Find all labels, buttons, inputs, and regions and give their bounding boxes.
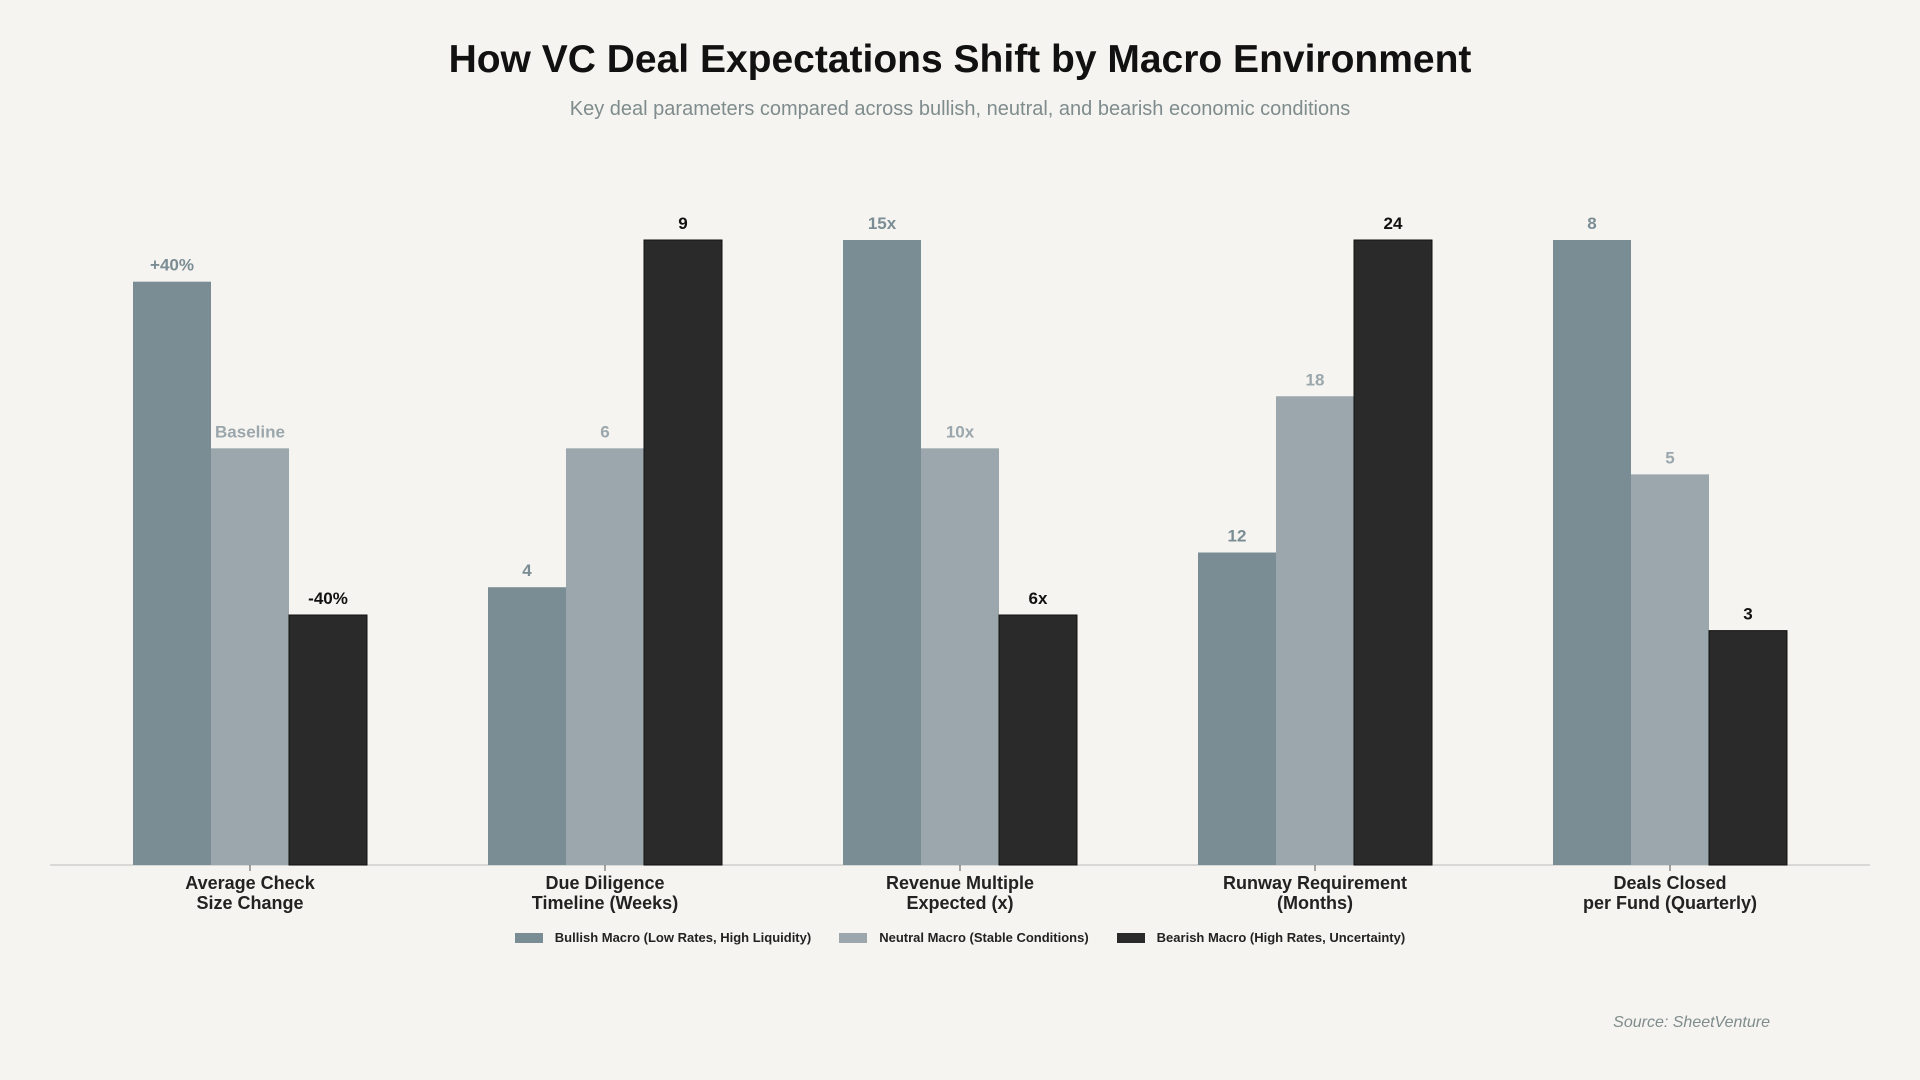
bar-1-2 [643, 239, 723, 866]
bar-3-2 [1353, 239, 1433, 866]
legend-label-bullish: Bullish Macro (Low Rates, High Liquidity… [554, 930, 812, 945]
bar-0-2 [288, 614, 368, 866]
data-label-2-2: 6x [1029, 589, 1048, 608]
legend-swatch-bearish [1116, 932, 1145, 943]
bar-0-1 [211, 448, 289, 865]
data-label-0-1: Baseline [215, 422, 285, 441]
x-tick-label-2-1: Expected (x) [906, 893, 1013, 913]
x-tick-label-4-1: per Fund (Quarterly) [1583, 893, 1757, 913]
legend-item-bullish: Bullish Macro (Low Rates, High Liquidity… [514, 930, 812, 945]
source-note: Source: SheetVenture [1613, 1014, 1770, 1031]
bar-1-0 [488, 587, 566, 865]
bar-3-1 [1276, 396, 1354, 865]
data-label-3-1: 18 [1306, 370, 1325, 389]
data-label-1-0: 4 [522, 561, 532, 580]
bar-2-1 [921, 448, 999, 865]
legend-item-bearish: Bearish Macro (High Rates, Uncertainty) [1116, 930, 1406, 945]
chart-title: How VC Deal Expectations Shift by Macro … [448, 38, 1472, 81]
x-tick-label-3-1: (Months) [1277, 893, 1353, 913]
legend-swatch-neutral [839, 932, 868, 943]
x-tick-label-0-0: Average Check [185, 873, 315, 893]
data-label-0-0: +40% [150, 256, 194, 275]
bar-4-1 [1631, 474, 1709, 865]
bar-4-2 [1708, 630, 1788, 866]
bar-2-0 [843, 240, 921, 865]
data-label-3-0: 12 [1228, 527, 1247, 546]
data-label-4-2: 3 [1743, 605, 1752, 624]
legend-swatch-bullish [514, 932, 543, 943]
legend-label-neutral: Neutral Macro (Stable Conditions) [879, 930, 1089, 945]
chart-subtitle: Key deal parameters compared across bull… [569, 98, 1351, 120]
x-tick-label-4-0: Deals Closed [1613, 873, 1726, 893]
legend-item-neutral: Neutral Macro (Stable Conditions) [839, 930, 1089, 945]
bar-4-0 [1553, 240, 1631, 865]
bar-3-0 [1198, 552, 1276, 865]
legend-label-bearish: Bearish Macro (High Rates, Uncertainty) [1156, 930, 1406, 945]
x-tick-label-1-0: Due Diligence [545, 873, 664, 893]
x-tick-label-2-0: Revenue Multiple [886, 873, 1034, 893]
data-label-2-1: 10x [946, 422, 975, 441]
data-label-4-0: 8 [1587, 214, 1596, 233]
data-label-4-1: 5 [1665, 448, 1674, 467]
x-tick-label-1-1: Timeline (Weeks) [532, 893, 678, 913]
bar-1-1 [566, 448, 644, 865]
chart-legend: Bullish Macro (Low Rates, High Liquidity… [0, 930, 1920, 945]
x-tick-label-0-1: Size Change [196, 893, 303, 913]
data-label-0-2: -40% [308, 589, 348, 608]
bar-0-0 [133, 281, 211, 866]
data-label-1-1: 6 [600, 422, 609, 441]
data-label-3-2: 24 [1384, 214, 1403, 233]
x-tick-label-3-0: Runway Requirement [1223, 873, 1407, 893]
bar-2-2 [998, 614, 1078, 866]
data-label-1-2: 9 [678, 214, 687, 233]
data-label-2-0: 15x [868, 214, 897, 233]
